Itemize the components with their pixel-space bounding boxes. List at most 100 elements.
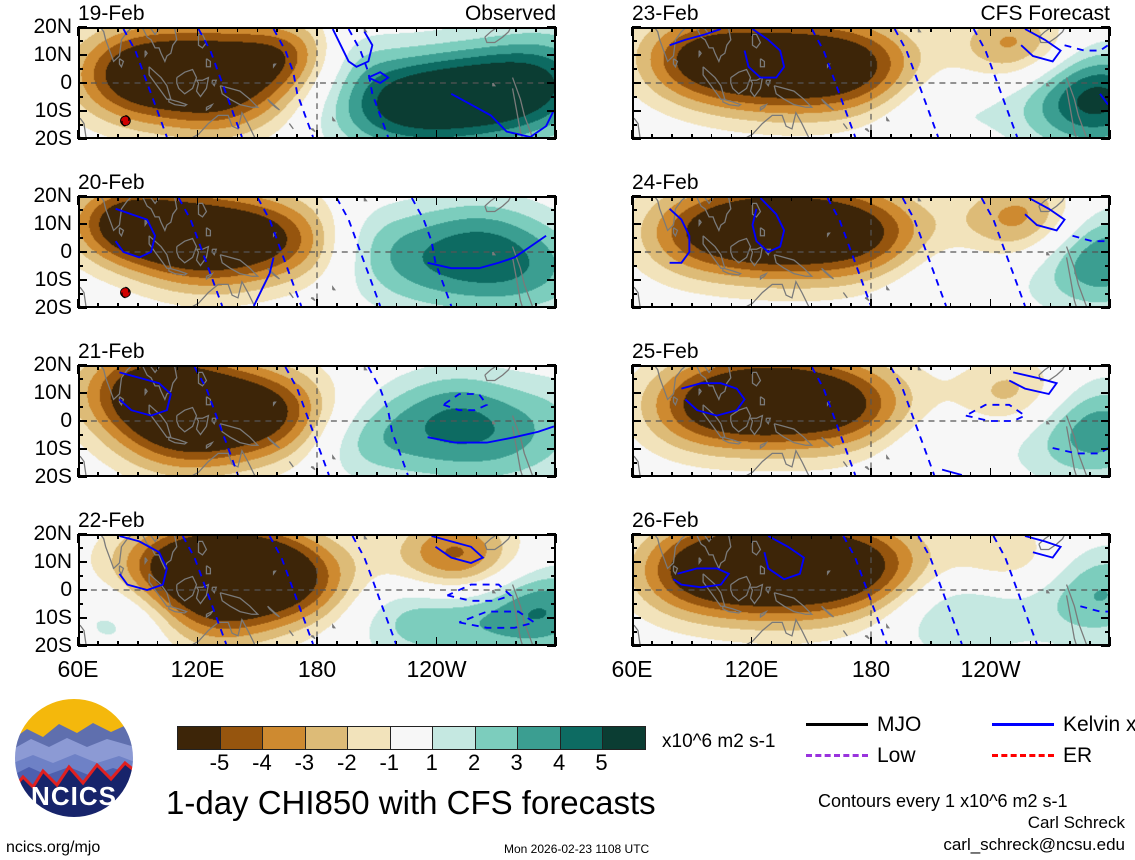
x-tick bbox=[196, 468, 199, 477]
x-tick bbox=[1089, 303, 1091, 308]
plot-area-21-feb bbox=[78, 365, 556, 477]
x-tick bbox=[989, 299, 992, 308]
panel-24-feb: 24-Feb bbox=[632, 172, 1110, 308]
panel-22-feb: 22-Feb bbox=[78, 510, 556, 646]
x-tick bbox=[156, 134, 159, 139]
plot-area-19-feb bbox=[78, 27, 556, 139]
y-tick bbox=[551, 124, 556, 126]
panel-26-feb: 26-Feb bbox=[632, 510, 1110, 646]
wave-contours bbox=[118, 367, 554, 475]
y-tick bbox=[547, 448, 556, 450]
panel-date-label: 26-Feb bbox=[632, 509, 699, 532]
wave-contours bbox=[122, 29, 554, 137]
x-tick bbox=[1109, 196, 1111, 205]
x-tick bbox=[176, 303, 179, 308]
x-tick bbox=[97, 196, 99, 201]
x-tick bbox=[770, 365, 773, 370]
x-tick bbox=[535, 196, 537, 201]
y-tick bbox=[1105, 237, 1110, 239]
x-tick bbox=[475, 472, 478, 477]
y-tick bbox=[547, 645, 556, 647]
x-tick bbox=[236, 303, 239, 308]
y-tick bbox=[632, 603, 637, 605]
x-tick bbox=[850, 196, 852, 201]
y-tick bbox=[632, 265, 637, 267]
x-tick bbox=[710, 134, 713, 139]
x-tick bbox=[870, 27, 872, 36]
x-tick bbox=[535, 365, 537, 370]
x-tick bbox=[910, 134, 912, 139]
x-tick bbox=[415, 534, 418, 539]
x-tick bbox=[949, 303, 952, 308]
x-tick bbox=[1089, 27, 1091, 32]
y-tick bbox=[1101, 195, 1110, 197]
x-tick bbox=[1029, 365, 1032, 370]
x-tick bbox=[730, 472, 733, 477]
x-tick bbox=[949, 196, 952, 201]
site-url[interactable]: ncics.org/mjo bbox=[6, 839, 101, 856]
legend-item-kelvin-x2: Kelvin x2 bbox=[992, 714, 1135, 735]
x-tick bbox=[276, 134, 278, 139]
x-tick bbox=[515, 641, 517, 646]
x-tick bbox=[336, 472, 338, 477]
y-tick bbox=[78, 392, 87, 394]
wave-contours bbox=[669, 29, 1108, 137]
x-tick bbox=[830, 134, 832, 139]
x-tick bbox=[356, 534, 358, 539]
panel-23-feb: 23-Feb CFS Forecast bbox=[632, 3, 1110, 139]
colorbar-swatch bbox=[262, 727, 305, 749]
x-tick bbox=[137, 303, 139, 308]
x-tick bbox=[77, 365, 79, 374]
x-tick bbox=[276, 27, 278, 32]
x-tick bbox=[555, 365, 557, 374]
x-tick bbox=[455, 472, 458, 477]
x-tick bbox=[176, 641, 179, 646]
colorbar-tick-label: -5 bbox=[209, 750, 230, 775]
x-tick bbox=[671, 365, 673, 370]
colorbar-swatch bbox=[219, 727, 263, 749]
x-tick bbox=[336, 534, 338, 539]
y-tick bbox=[551, 209, 556, 211]
x-tick bbox=[989, 365, 992, 374]
x-tick bbox=[156, 196, 159, 201]
tropical-cyclone-icon bbox=[120, 114, 131, 127]
y-tick bbox=[632, 279, 641, 281]
x-tick bbox=[870, 637, 872, 646]
x-tick bbox=[156, 365, 159, 370]
tropical-cyclone-icon bbox=[120, 286, 131, 299]
y-tick bbox=[547, 476, 556, 478]
x-tick bbox=[256, 472, 258, 477]
map-overlay bbox=[80, 367, 554, 475]
x-tick bbox=[97, 472, 99, 477]
coastlines bbox=[80, 198, 533, 306]
x-tick bbox=[356, 134, 358, 139]
x-tick bbox=[1029, 472, 1032, 477]
x-tick bbox=[830, 472, 832, 477]
x-tick bbox=[236, 365, 239, 370]
wave-contours bbox=[672, 536, 1108, 644]
y-tick bbox=[1101, 448, 1110, 450]
y-tick bbox=[1105, 378, 1110, 380]
y-tick bbox=[632, 26, 641, 28]
y-tick bbox=[1101, 138, 1110, 140]
x-tick bbox=[651, 303, 653, 308]
x-tick bbox=[750, 299, 753, 308]
x-tick bbox=[495, 365, 497, 370]
x-tick bbox=[691, 134, 693, 139]
y-tick bbox=[1101, 561, 1110, 563]
x-tick bbox=[296, 365, 298, 370]
x-tick bbox=[77, 468, 79, 477]
x-tick bbox=[256, 303, 258, 308]
y-tick bbox=[632, 589, 641, 591]
x-tick bbox=[671, 27, 673, 32]
x-tick bbox=[376, 534, 378, 539]
x-tick bbox=[535, 134, 537, 139]
x-tick bbox=[176, 27, 179, 32]
x-tick bbox=[691, 641, 693, 646]
y-tick bbox=[547, 307, 556, 309]
y-tick bbox=[78, 124, 83, 126]
y-tick bbox=[551, 237, 556, 239]
y-tick bbox=[632, 209, 637, 211]
x-tick bbox=[276, 303, 278, 308]
x-tick bbox=[989, 196, 992, 205]
